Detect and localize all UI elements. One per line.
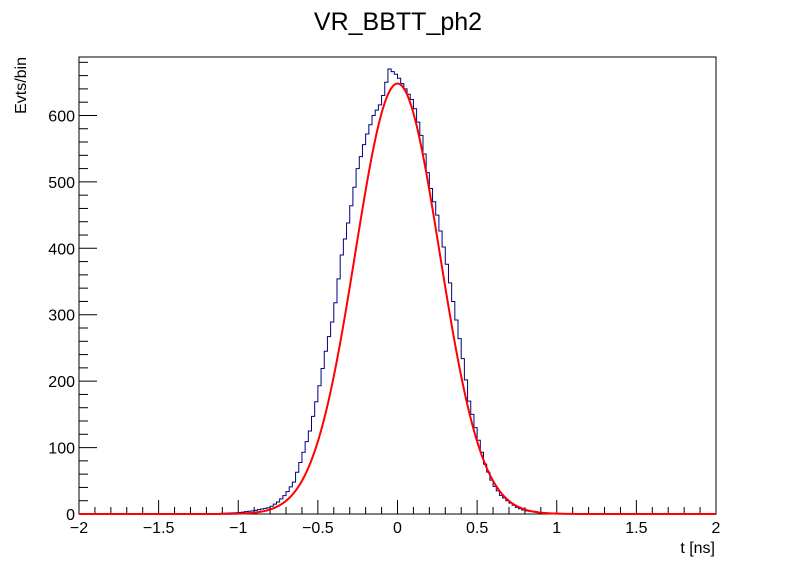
y-tick-label: 0 (66, 507, 75, 524)
chart-title: VR_BBTT_ph2 (314, 8, 482, 36)
x-tick-labels: −2 −1.5 −1 −0.5 0 0.5 1 1.5 2 (70, 520, 721, 537)
y-tick-label: 500 (48, 175, 75, 192)
y-tick-label: 100 (48, 441, 75, 458)
y-tick-label: 400 (48, 241, 75, 258)
y-tick-labels: 0 100 200 300 400 500 600 (48, 108, 75, 524)
x-tick-label: −1 (229, 520, 247, 537)
axis-ticks (78, 61, 717, 515)
y-tick-label: 300 (48, 308, 75, 325)
x-tick-label: −1.5 (143, 520, 175, 537)
y-axis-label: Evts/bin (13, 57, 30, 114)
x-tick-label: −2 (70, 520, 88, 537)
x-axis-label: t [ns] (680, 540, 715, 557)
y-tick-label: 200 (48, 374, 75, 391)
x-tick-label: −0.5 (302, 520, 334, 537)
x-tick-label: 2 (712, 520, 721, 537)
plot-frame (78, 56, 717, 515)
x-tick-label: 0.5 (466, 520, 488, 537)
x-tick-label: 0 (393, 520, 402, 537)
gaussian-fit-curve (79, 82, 716, 515)
histogram-series (79, 68, 716, 515)
x-tick-label: 1 (552, 520, 561, 537)
y-tick-label: 600 (48, 108, 75, 125)
x-tick-label: 1.5 (625, 520, 647, 537)
